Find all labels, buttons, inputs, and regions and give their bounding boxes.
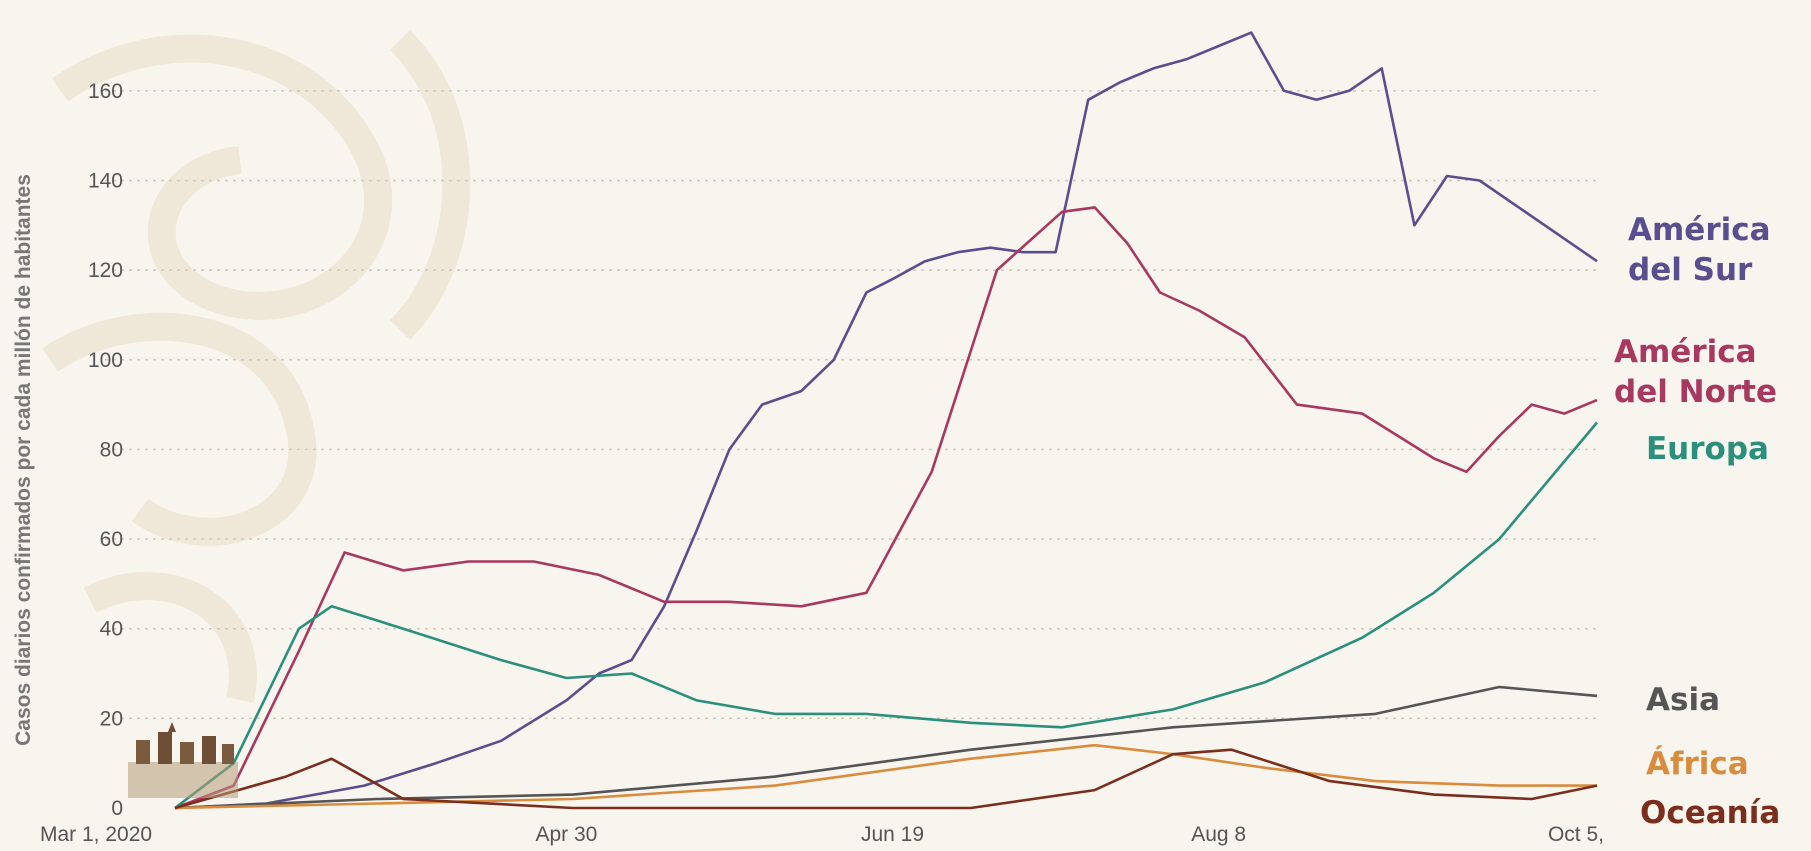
- series-line-0: [174, 31, 1598, 810]
- series-label: África: [1646, 746, 1749, 782]
- x-tick-label: Apr 30: [535, 823, 597, 846]
- y-tick-label: 80: [100, 438, 123, 461]
- series-label-line: del Sur: [1628, 252, 1753, 288]
- series-line-1: [174, 206, 1598, 810]
- series-line-2: [174, 421, 1598, 810]
- series-label: Oceanía: [1640, 795, 1780, 831]
- y-tick-label: 160: [88, 80, 123, 103]
- series-lines: [174, 31, 1598, 810]
- gridlines: [105, 90, 1600, 720]
- series-label-line: América: [1614, 334, 1757, 370]
- series-label: Europa: [1646, 431, 1769, 467]
- x-tick-label: Mar 1, 2020: [40, 823, 152, 846]
- series-labels: América del Sur América del Norte Europa Asia…: [1614, 212, 1780, 831]
- y-tick-label: 140: [88, 169, 123, 192]
- series-label-line: África: [1646, 746, 1749, 782]
- series-label-line: Europa: [1646, 431, 1769, 467]
- y-tick-label: 20: [100, 707, 123, 730]
- y-tick-label: 40: [100, 618, 123, 641]
- y-tick-label: 100: [88, 349, 123, 372]
- logo: [128, 722, 238, 798]
- x-tick-label: Aug 8: [1191, 823, 1246, 846]
- x-tick-label: Oct 5,: [1548, 823, 1604, 846]
- x-tick-label: Jun 19: [861, 823, 924, 846]
- series-line-5: [174, 748, 1598, 810]
- y-axis-label: Casos diarios confirmados por cada milló…: [12, 174, 35, 746]
- series-label-line: Oceanía: [1640, 795, 1780, 831]
- y-tick-label: 0: [111, 797, 123, 820]
- series-label-line: América: [1628, 212, 1771, 248]
- series-label: América del Norte: [1614, 334, 1777, 410]
- y-tick-label: 120: [88, 259, 123, 282]
- x-axis-ticks: Mar 1, 2020 Apr 30 Jun 19 Aug 8 Oct 5,: [40, 823, 1604, 846]
- series-label: Asia: [1646, 682, 1720, 718]
- y-axis-ticks: 0 20 40 60 80 100 120 140 160: [88, 80, 123, 820]
- series-label-line: Asia: [1646, 682, 1720, 718]
- background-pattern: [42, 30, 471, 704]
- series-line-3: [174, 685, 1598, 810]
- series-label: América del Sur: [1628, 212, 1771, 288]
- series-label-line: del Norte: [1614, 374, 1777, 410]
- y-tick-label: 60: [100, 528, 123, 551]
- series-line-4: [174, 743, 1597, 810]
